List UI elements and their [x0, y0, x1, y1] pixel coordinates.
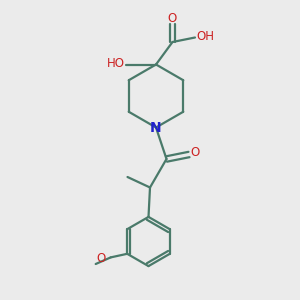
- Text: O: O: [190, 146, 200, 160]
- Text: N: N: [150, 121, 162, 134]
- Text: HO: HO: [106, 57, 124, 70]
- Text: O: O: [168, 12, 177, 25]
- Text: OH: OH: [196, 30, 214, 43]
- Text: O: O: [96, 251, 105, 265]
